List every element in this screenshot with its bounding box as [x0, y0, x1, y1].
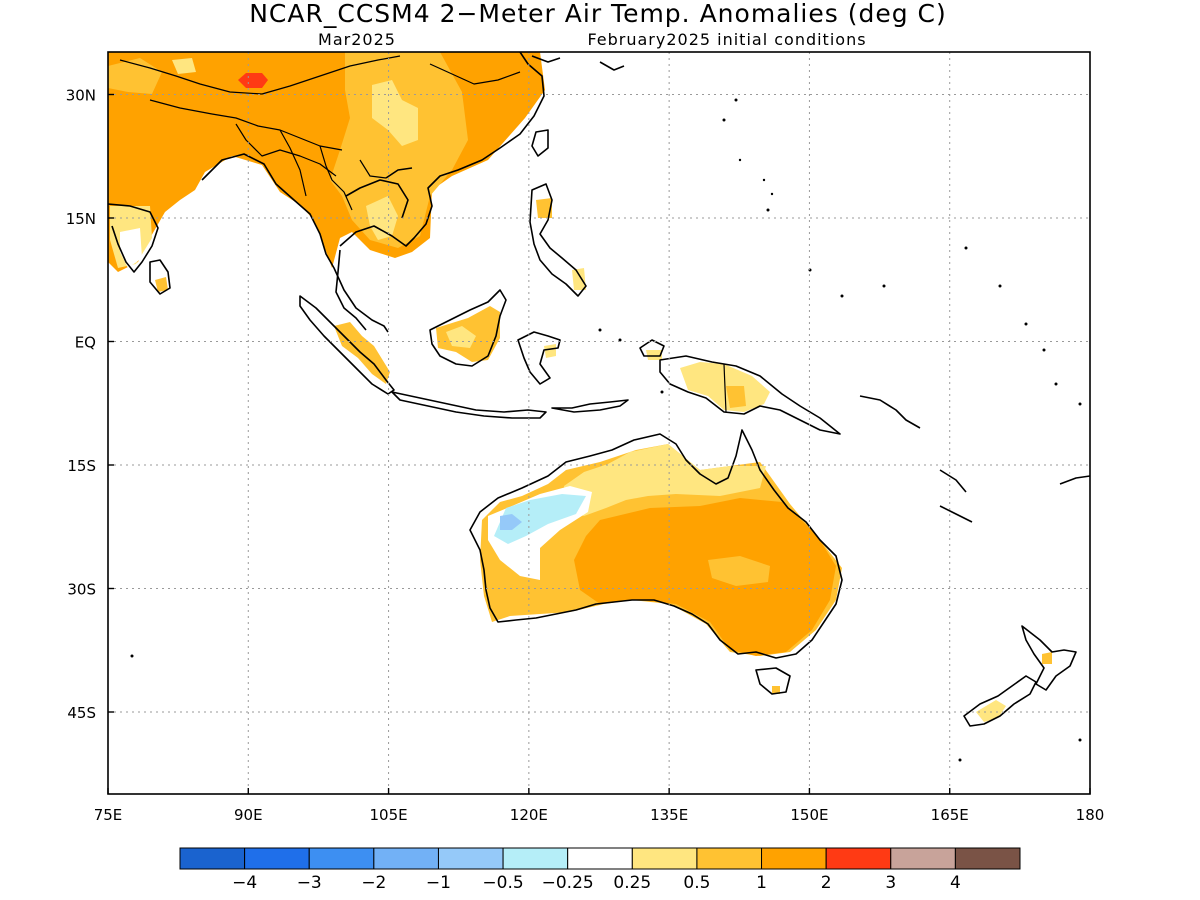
lat-tick-label: 15S	[67, 457, 96, 475]
graticule	[108, 52, 1090, 794]
colorbar-label: −3	[297, 873, 322, 893]
map-plot-area	[108, 52, 1090, 762]
colorbar-swatch	[244, 847, 310, 870]
lon-tick-label: 135E	[650, 806, 688, 824]
lat-tick-label: 45S	[67, 704, 96, 722]
lon-tick-label: 180	[1076, 806, 1105, 824]
colorbar-label: 0.25	[613, 873, 651, 893]
island-dots	[130, 98, 1082, 762]
asia-anomaly-field	[108, 52, 545, 292]
australia-anomaly-field	[480, 444, 1052, 722]
colorbar-swatch	[954, 847, 1021, 870]
colorbar-swatch	[696, 847, 763, 870]
latitude-axis: 30N 15N EQ 15S 30S 45S	[66, 87, 114, 722]
lon-tick-label: 120E	[510, 806, 548, 824]
colorbar-label: −0.5	[482, 873, 523, 893]
lon-tick-label: 90E	[234, 806, 263, 824]
colorbar-label: 3	[885, 873, 896, 893]
colorbar-label: −4	[232, 873, 257, 893]
colorbar-label: −0.25	[542, 873, 594, 893]
maritime-anomaly-field	[334, 198, 770, 412]
colorbar-label: −2	[361, 873, 386, 893]
colorbar-label: 0.5	[683, 873, 710, 893]
longitude-axis: 75E 90E 105E 120E 135E 150E 165E 180	[94, 788, 1105, 824]
lon-tick-label: 105E	[370, 806, 408, 824]
colorbar: −4 −3 −2 −1 −0.5 −0.25 0.25 0.5 1 2 3 4	[179, 847, 1021, 893]
colorbar-swatch	[761, 847, 827, 870]
lat-tick-label: 30N	[66, 87, 96, 105]
colorbar-swatch	[502, 847, 569, 870]
colorbar-swatch	[631, 847, 698, 870]
colorbar-label: −1	[426, 873, 451, 893]
lon-tick-label: 165E	[931, 806, 969, 824]
colorbar-swatch	[373, 847, 439, 870]
colorbar-swatch	[179, 847, 246, 870]
lon-tick-label: 75E	[94, 806, 123, 824]
colorbar-swatch	[308, 847, 375, 870]
lat-tick-label: 30S	[67, 581, 96, 599]
colorbar-swatch	[890, 847, 956, 870]
lon-tick-label: 150E	[790, 806, 828, 824]
initial-conditions-label: February2025 initial conditions	[587, 30, 866, 49]
map-frame	[107, 51, 1091, 795]
lat-tick-label: 15N	[66, 210, 96, 228]
lat-tick-label: EQ	[75, 334, 96, 352]
colorbar-label: 4	[950, 873, 961, 893]
colorbar-label: 2	[821, 873, 832, 893]
colorbar-swatch	[437, 847, 504, 870]
map-title: NCAR_CCSM4 2−Meter Air Temp. Anomalies (…	[249, 0, 947, 28]
colorbar-swatch	[825, 847, 892, 870]
valid-month-label: Mar2025	[318, 30, 396, 49]
colorbar-swatch	[567, 847, 633, 870]
colorbar-label: 1	[756, 873, 767, 893]
coastlines	[108, 52, 1090, 727]
